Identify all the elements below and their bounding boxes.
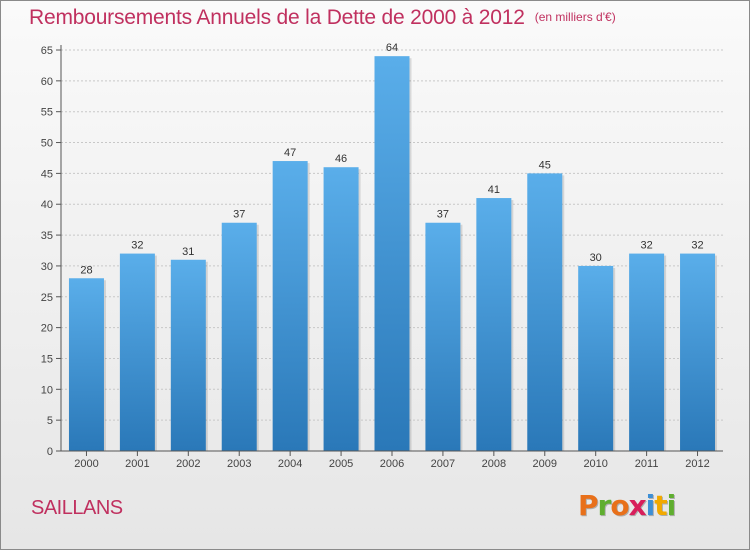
chart-title: Remboursements Annuels de la Dette de 20… — [29, 6, 616, 30]
value-labels: 28 32 31 37 47 46 64 37 41 45 30 32 32 — [80, 42, 703, 276]
y-tick-label: 15 — [41, 353, 53, 365]
proxiti-logo: Proxiti — [578, 489, 677, 522]
bar — [170, 259, 206, 451]
bar — [119, 253, 155, 451]
y-tick-label: 60 — [41, 76, 53, 88]
bar — [221, 222, 257, 451]
y-tick-label: 40 — [41, 199, 53, 211]
x-tick-label: 2005 — [329, 458, 353, 470]
bar-value-label: 41 — [488, 184, 500, 196]
bar — [578, 265, 614, 451]
bar — [68, 278, 104, 451]
y-tick-label: 0 — [47, 446, 53, 458]
bar-value-label: 32 — [131, 240, 143, 252]
logo-letter: i — [666, 489, 677, 522]
y-tick-label: 65 — [41, 45, 53, 57]
chart-title-text: Remboursements Annuels de la Dette de 20… — [29, 6, 525, 29]
y-tick-label: 45 — [41, 168, 53, 180]
x-tick-label: 2000 — [74, 458, 98, 470]
bar-value-label: 30 — [590, 252, 602, 264]
y-tick-label: 50 — [41, 138, 53, 150]
logo-letter: x — [628, 489, 647, 522]
x-tick-label: 2009 — [533, 458, 557, 470]
logo-letter: i — [645, 489, 656, 522]
chart-unit: (en milliers d'€) — [534, 10, 616, 24]
y-tick-label: 55 — [41, 107, 53, 119]
bar-value-label: 28 — [80, 264, 92, 276]
bar — [629, 253, 665, 451]
bar — [272, 161, 308, 452]
y-tick-label: 20 — [41, 323, 53, 335]
bar-value-label: 37 — [233, 209, 245, 221]
x-tick-label: 2008 — [482, 458, 506, 470]
bars — [68, 56, 718, 452]
logo-letter: r — [597, 489, 612, 522]
bar-value-label: 45 — [539, 159, 551, 171]
y-tick-label: 5 — [47, 415, 53, 427]
y-tick-label: 25 — [41, 292, 53, 304]
bar-value-label: 31 — [182, 246, 194, 258]
bar-value-label: 32 — [640, 240, 652, 252]
x-tick-label: 2006 — [380, 458, 404, 470]
bar — [476, 198, 512, 451]
x-tick-label: 2001 — [125, 458, 149, 470]
x-tick-label: 2010 — [583, 458, 607, 470]
logo-letter: P — [578, 489, 599, 522]
bar-value-label: 32 — [691, 240, 703, 252]
x-tick-label: 2011 — [635, 458, 659, 470]
bar-value-label: 47 — [284, 147, 296, 159]
town-name: SAILLANS — [31, 497, 123, 519]
y-tick-label: 35 — [41, 230, 53, 242]
x-tick-label: 2004 — [278, 458, 302, 470]
x-tick-label: 2007 — [431, 458, 455, 470]
y-tick-label: 30 — [41, 261, 53, 273]
bar — [680, 253, 716, 451]
bar-value-label: 37 — [437, 209, 449, 221]
bar — [374, 56, 410, 452]
logo-letter: t — [654, 489, 667, 522]
bar — [425, 222, 461, 451]
axes: 0 5 10 15 20 25 30 35 40 45 50 55 60 65 2000 2001 2002 20… — [41, 45, 723, 470]
bar — [323, 167, 359, 451]
x-tick-label: 2003 — [227, 458, 251, 470]
bar — [527, 173, 563, 451]
x-tick-label: 2002 — [176, 458, 200, 470]
x-tick-label: 2012 — [685, 458, 709, 470]
bar-value-label: 46 — [335, 153, 347, 165]
y-tick-label: 10 — [41, 384, 53, 396]
bar-value-label: 64 — [386, 42, 398, 54]
logo-letter: o — [610, 489, 629, 522]
